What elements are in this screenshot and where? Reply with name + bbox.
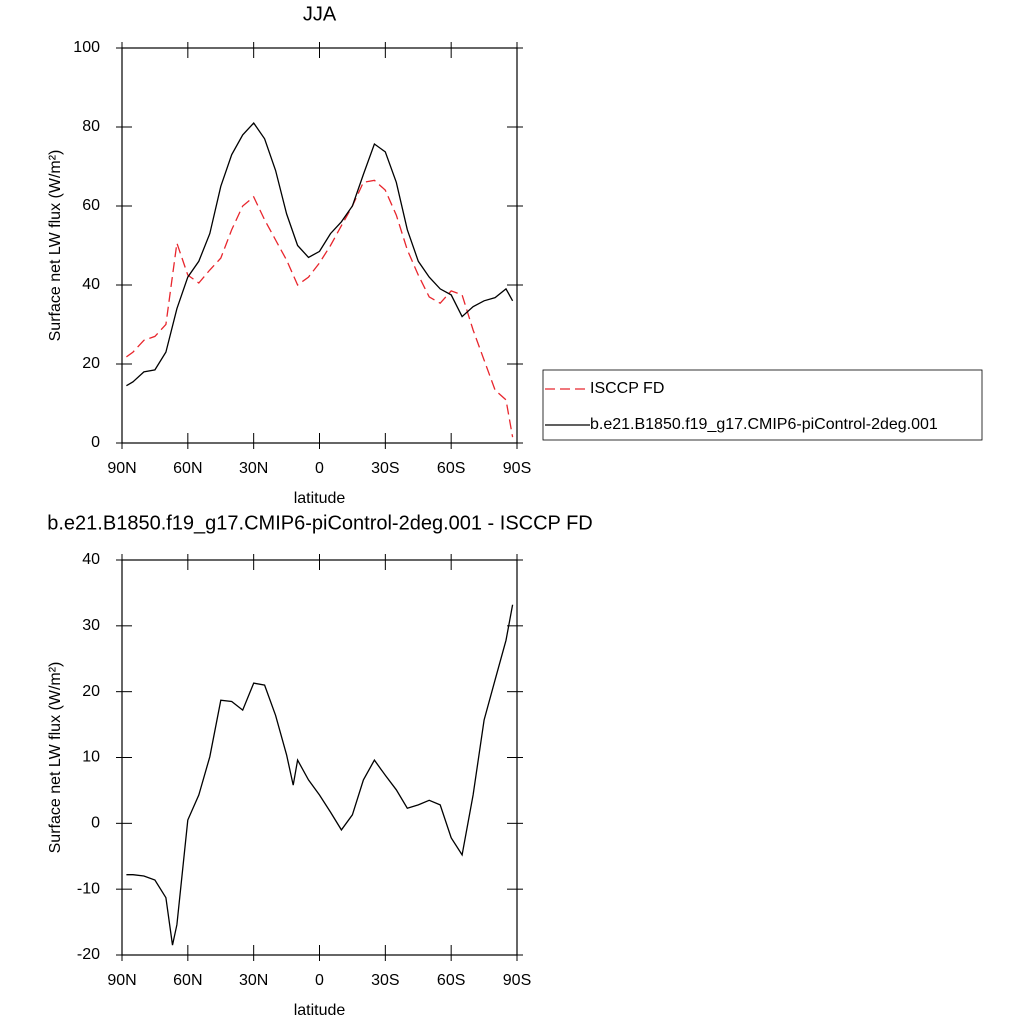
legend-label: b.e21.B1850.f19_g17.CMIP6-piControl-2deg… [590, 416, 938, 433]
y-tick-label: 30 [82, 617, 100, 634]
x-tick-label: 0 [315, 972, 324, 989]
x-axis-label: latitude [294, 490, 346, 507]
x-tick-label: 30S [371, 460, 399, 477]
x-axis-label: latitude [294, 1002, 346, 1019]
y-tick-label: -20 [77, 946, 100, 963]
x-tick-label: 60N [173, 972, 202, 989]
y-tick-label: 0 [91, 815, 100, 832]
x-tick-label: 0 [315, 460, 324, 477]
data-line [126, 121, 514, 387]
y-axis-label: Surface net LW flux (W/m²) [47, 662, 64, 854]
y-tick-label: 40 [82, 276, 100, 293]
y-tick-label: 20 [82, 683, 100, 700]
x-tick-label: 60N [173, 460, 202, 477]
plot-frame [121, 559, 518, 956]
x-tick-label: 90N [107, 460, 136, 477]
y-tick-label: 10 [82, 749, 100, 766]
legend-label: ISCCP FD [590, 380, 664, 397]
x-tick-label: 30N [239, 972, 268, 989]
x-tick-label: 60S [437, 972, 465, 989]
x-tick-label: 30N [239, 460, 268, 477]
legend-box [542, 369, 983, 441]
y-tick-label: -10 [77, 880, 100, 897]
x-tick-label: 60S [437, 460, 465, 477]
x-tick-label: 90S [503, 972, 531, 989]
y-tick-label: 80 [82, 118, 100, 135]
y-tick-label: 100 [73, 39, 100, 56]
x-tick-label: 90S [503, 460, 531, 477]
y-tick-label: 20 [82, 355, 100, 372]
data-line [126, 179, 514, 438]
y-axis-label: Surface net LW flux (W/m²) [47, 150, 64, 342]
x-tick-label: 30S [371, 972, 399, 989]
y-tick-label: 60 [82, 197, 100, 214]
x-tick-label: 90N [107, 972, 136, 989]
plot-frame [121, 47, 518, 444]
chart-title: b.e21.B1850.f19_g17.CMIP6-piControl-2deg… [47, 512, 593, 534]
data-line [126, 604, 514, 946]
y-tick-label: 40 [82, 551, 100, 568]
y-tick-label: 0 [91, 434, 100, 451]
chart-title: JJA [303, 3, 337, 25]
